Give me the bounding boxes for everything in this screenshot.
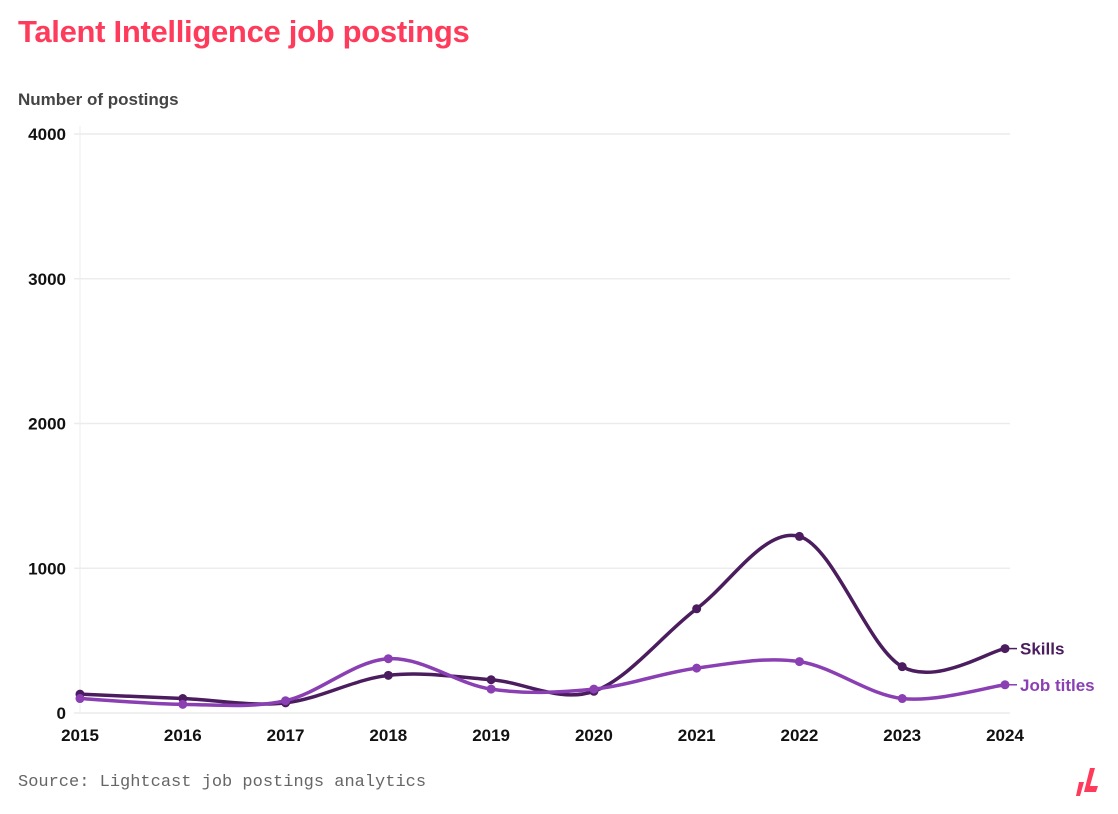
x-tick-label: 2015	[61, 726, 99, 745]
data-point	[383, 670, 393, 680]
y-tick-label: 4000	[28, 125, 66, 144]
chart-title: Talent Intelligence job postings	[18, 14, 470, 49]
y-tick-label: 3000	[28, 270, 66, 289]
x-tick-label: 2023	[883, 726, 921, 745]
series-line-skills	[78, 533, 1007, 706]
data-point	[486, 684, 496, 694]
data-point	[178, 699, 188, 709]
data-point	[281, 696, 291, 706]
data-point	[794, 657, 804, 667]
logo-mark	[1084, 768, 1098, 792]
x-tick-label: 2018	[369, 726, 407, 745]
x-tick-label: 2022	[781, 726, 819, 745]
data-point	[75, 694, 85, 704]
data-point	[1000, 680, 1010, 690]
y-tick-label: 0	[57, 704, 66, 723]
series-line-job-titles	[78, 656, 1007, 708]
y-tick-label: 2000	[28, 415, 66, 434]
y-axis-label: Number of postings	[18, 90, 179, 109]
data-point	[794, 531, 804, 541]
data-point	[897, 662, 907, 672]
logo-mark	[1076, 782, 1084, 796]
x-tick-label: 2021	[678, 726, 716, 745]
data-point	[897, 694, 907, 704]
x-tick-label: 2016	[164, 726, 202, 745]
data-point	[692, 604, 702, 614]
x-tick-label: 2019	[472, 726, 510, 745]
data-point	[486, 675, 496, 685]
source-note: Source: Lightcast job postings analytics	[18, 773, 427, 792]
series-label: Job titles	[1020, 676, 1095, 695]
x-tick-label: 2017	[267, 726, 305, 745]
series-label: Skills	[1020, 640, 1064, 659]
data-point	[383, 654, 393, 664]
x-tick-label: 2020	[575, 726, 613, 745]
data-point	[589, 684, 599, 694]
y-tick-label: 1000	[28, 559, 66, 578]
data-point	[1000, 644, 1010, 654]
data-point	[692, 663, 702, 673]
lightcast-logo	[1076, 768, 1098, 796]
x-tick-label: 2024	[986, 726, 1024, 745]
